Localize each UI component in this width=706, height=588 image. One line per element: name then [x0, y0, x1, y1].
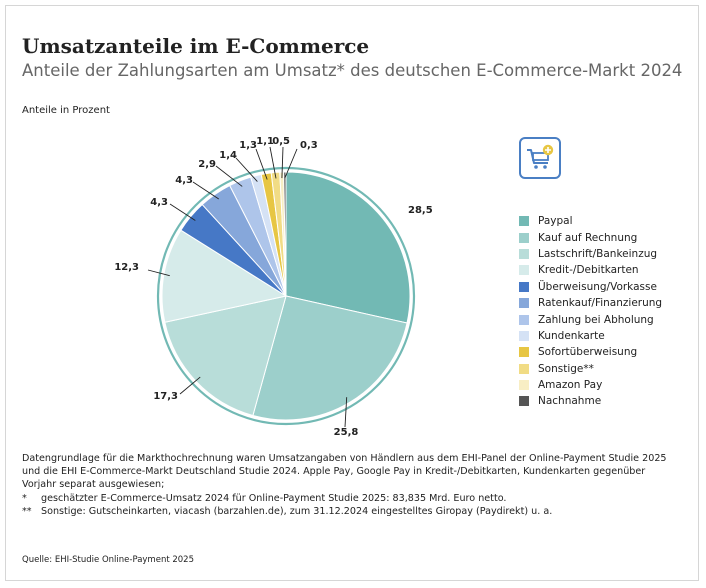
legend-swatch — [519, 347, 529, 358]
chart-subtitle: Anteile der Zahlungsarten am Umsatz* des… — [22, 61, 683, 80]
legend-label: Sofortüberweisung — [538, 346, 638, 359]
legend-label: Kauf auf Rechnung — [538, 231, 638, 244]
data-label-kredit-debitkarten: 12,3 — [114, 262, 139, 273]
pie-slice-paypal — [285, 171, 411, 324]
legend-item-kredit-debitkarten: Kredit-/Debitkarten — [519, 262, 662, 278]
leader-line-ueberweisung-vorkasse — [169, 203, 196, 221]
chart-legend: Paypal Kauf auf Rechnung Lastschrift/Banke… — [519, 213, 662, 410]
legend-swatch — [519, 281, 529, 292]
data-label-ueberweisung-vorkasse: 4,3 — [150, 197, 168, 208]
chart-frame — [5, 5, 699, 581]
source-note: Quelle: EHI-Studie Online-Payment 2025 — [22, 555, 194, 565]
chart-title: Umsatzanteile im E-Commerce — [22, 34, 370, 58]
legend-item-lastschrift-bankeinzug: Lastschrift/Bankeinzug — [519, 246, 662, 262]
legend-item-ratenkauf-finanzierung: Ratenkauf/Finanzierung — [519, 295, 662, 311]
legend-item-kauf-auf-rechnung: Kauf auf Rechnung — [519, 229, 662, 245]
data-label-kauf-auf-rechnung: 25,8 — [334, 427, 359, 438]
data-label-ratenkauf-finanzierung: 4,3 — [175, 175, 193, 186]
legend-label: Ratenkauf/Finanzierung — [538, 297, 663, 310]
legend-swatch — [519, 298, 529, 309]
leader-lines — [147, 146, 348, 428]
footnote-2-mark: ** — [22, 505, 32, 517]
data-basis-note: Datengrundlage für die Markthochrechnung… — [22, 453, 667, 491]
legend-swatch — [519, 248, 529, 259]
footnote-2-text: Sonstige: Gutscheinkarten, viacash (barz… — [41, 505, 553, 517]
legend-item-sofortueberweisung: Sofortüberweisung — [519, 344, 662, 360]
legend-label: Lastschrift/Bankeinzug — [538, 247, 658, 260]
leader-line-sonstige — [269, 146, 277, 179]
data-label-kundenkarte: 1,4 — [219, 150, 237, 161]
data-label-nachnahme: 0,3 — [300, 140, 318, 151]
shopping-cart-plus-icon — [519, 137, 561, 179]
data-label-amazon-pay: 0,5 — [272, 136, 290, 147]
legend-swatch — [519, 216, 529, 227]
legend-label: Kundenkarte — [538, 329, 605, 342]
legend-item-ueberweisung-vorkasse: Überweisung/Vorkasse — [519, 279, 662, 295]
legend-label: Nachnahme — [538, 395, 602, 408]
unit-label: Anteile in Prozent — [22, 105, 110, 116]
leader-line-amazon-pay — [281, 146, 284, 179]
legend-item-paypal: Paypal — [519, 213, 662, 229]
leader-line-kundenkarte — [235, 157, 258, 182]
legend-item-kundenkarte: Kundenkarte — [519, 328, 662, 344]
leader-line-zahlung-bei-abholung — [215, 165, 243, 187]
legend-swatch — [519, 265, 529, 276]
legend-label: Sonstige** — [538, 362, 594, 375]
leader-line-ratenkauf-finanzierung — [192, 181, 220, 200]
footnotes: Datengrundlage für die Markthochrechnung… — [22, 452, 682, 518]
footnote-2: ** Sonstige: Gutscheinkarten, viacash (b… — [22, 505, 682, 518]
legend-label: Zahlung bei Abholung — [538, 313, 654, 326]
data-label-paypal: 28,5 — [408, 205, 433, 216]
pie-slices — [161, 171, 411, 421]
data-label-sofortueberweisung: 1,3 — [239, 140, 257, 151]
legend-swatch — [519, 330, 529, 341]
legend-item-amazon-pay: Amazon Pay — [519, 377, 662, 393]
pie-slice-kauf-auf-rechnung — [252, 295, 408, 421]
legend-label: Paypal — [538, 215, 573, 228]
data-labels: 28,5 25,8 17,3 12,3 4,3 4,3 2,91,41,3 1,10,5 0,3 — [114, 136, 432, 438]
footnote-1-text: geschätzter E-Commerce-Umsatz 2024 für O… — [41, 492, 507, 504]
legend-swatch — [519, 232, 529, 243]
leader-line-sofortueberweisung — [255, 148, 268, 180]
footnote-1-mark: * — [22, 492, 27, 504]
leader-line-kredit-debitkarten — [147, 269, 170, 277]
leader-line-nachnahme — [284, 148, 298, 179]
data-label-lastschrift-bankeinzug: 17,3 — [153, 391, 178, 402]
legend-swatch — [519, 363, 529, 374]
legend-label: Amazon Pay — [538, 379, 603, 392]
legend-item-nachnahme: Nachnahme — [519, 393, 662, 409]
pie-slice-nachnahme — [283, 171, 287, 297]
legend-swatch — [519, 396, 529, 407]
legend-item-zahlung-bei-abholung: Zahlung bei Abholung — [519, 311, 662, 327]
leader-line-lastschrift-bankeinzug — [179, 376, 201, 395]
pie-slice-kredit-debitkarten — [161, 229, 288, 323]
pie-outer-ring — [156, 166, 416, 426]
legend-label: Überweisung/Vorkasse — [538, 280, 657, 293]
legend-swatch — [519, 380, 529, 391]
legend-item-sonstige: Sonstige** — [519, 361, 662, 377]
legend-swatch — [519, 314, 529, 325]
footnote-1: * geschätzter E-Commerce-Umsatz 2024 für… — [22, 492, 682, 505]
leader-line-kauf-auf-rechnung — [344, 397, 348, 428]
data-label-sonstige: 1,1 — [256, 136, 274, 147]
legend-label: Kredit-/Debitkarten — [538, 264, 639, 277]
data-label-zahlung-bei-abholung: 2,9 — [198, 159, 216, 170]
